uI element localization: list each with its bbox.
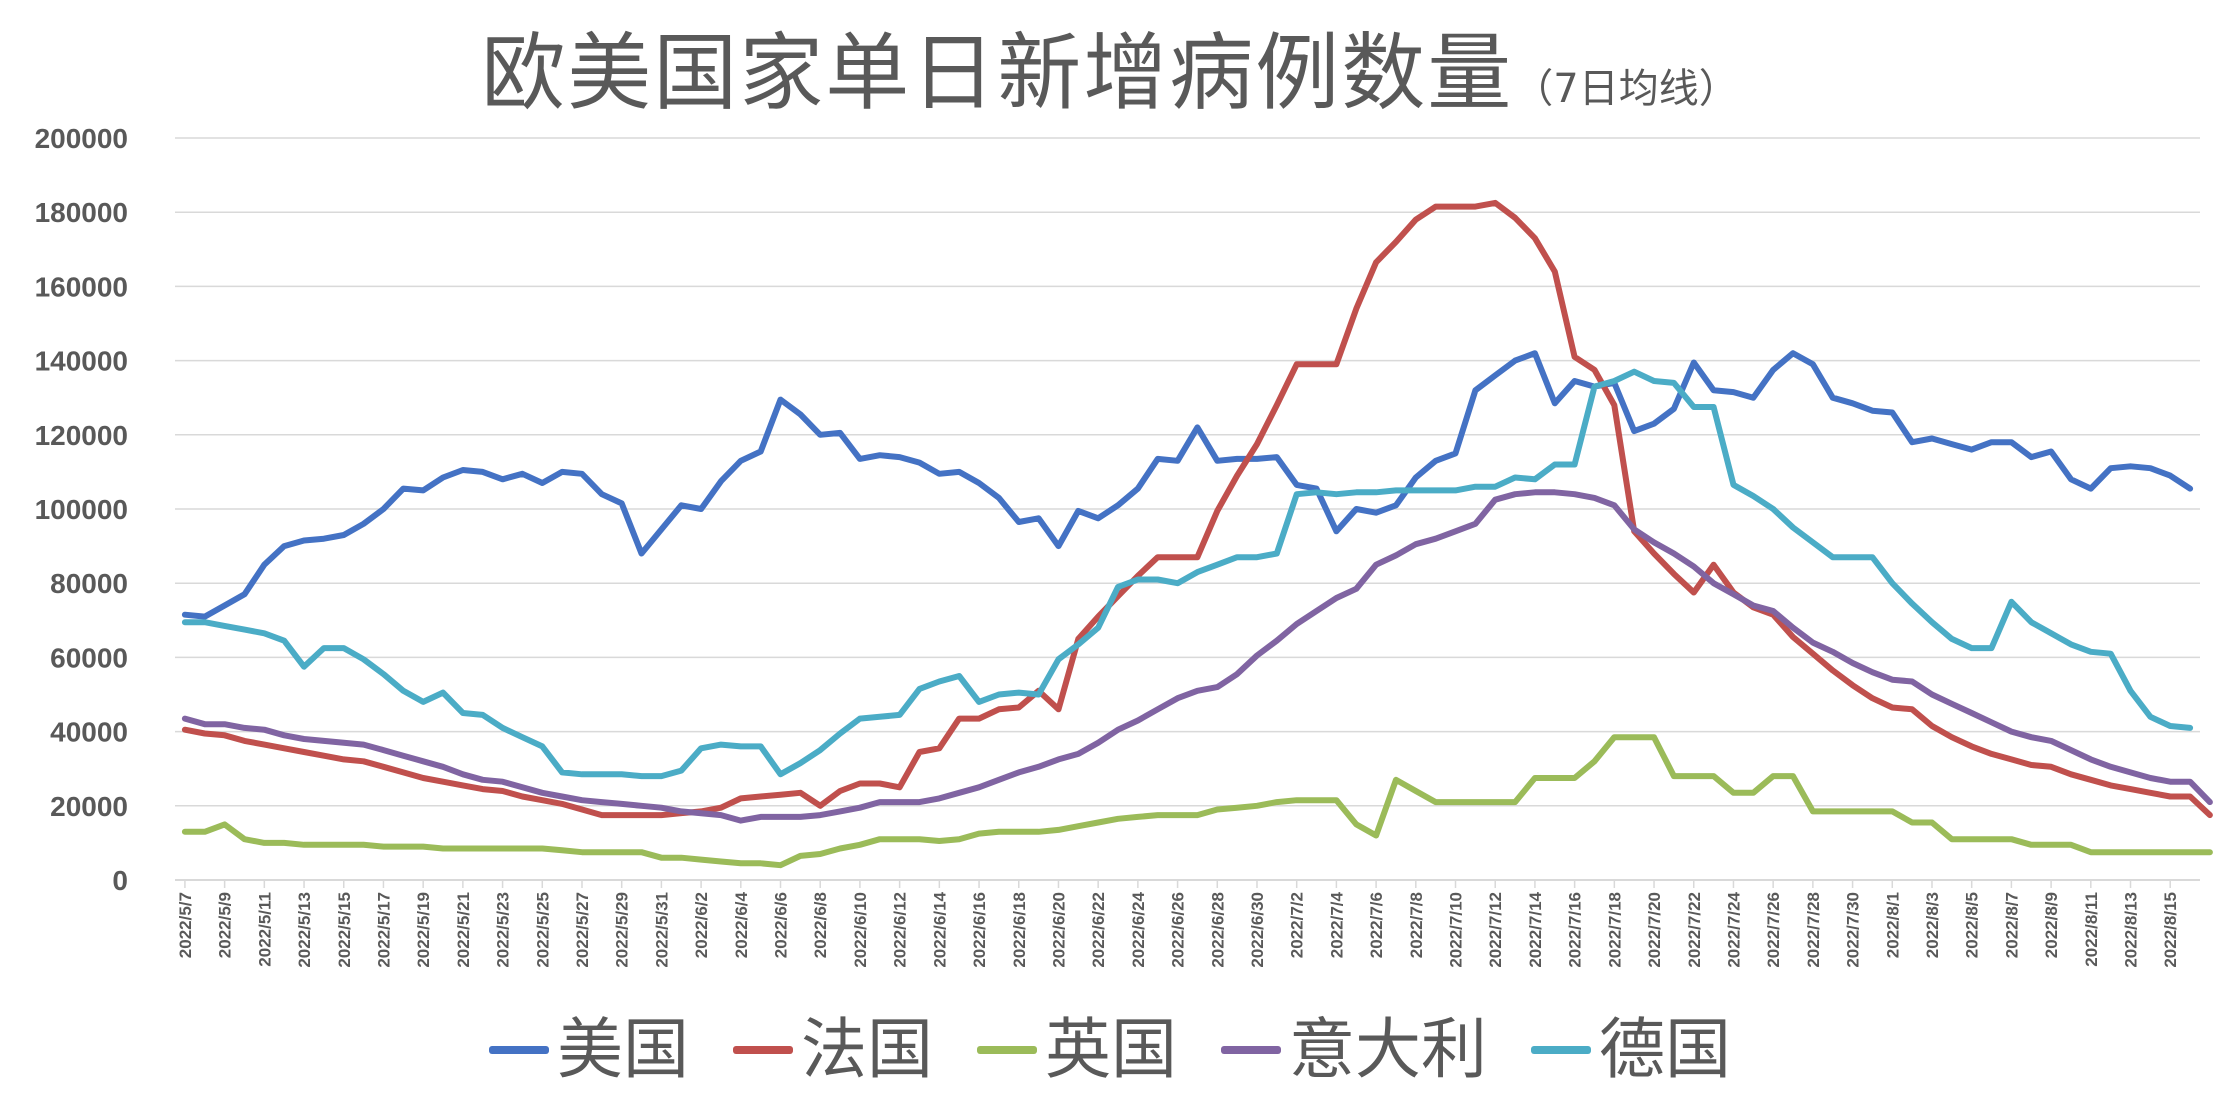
x-tick-label: 2022/7/30 bbox=[1844, 892, 1863, 968]
x-tick-label: 2022/6/24 bbox=[1129, 891, 1148, 967]
x-tick-label: 2022/5/7 bbox=[176, 892, 195, 958]
x-tick-label: 2022/7/24 bbox=[1724, 891, 1743, 967]
x-tick-label: 2022/5/15 bbox=[335, 892, 354, 968]
x-tick-label: 2022/6/12 bbox=[891, 892, 910, 968]
y-tick-label: 160000 bbox=[35, 271, 128, 302]
x-tick-label: 2022/6/26 bbox=[1169, 892, 1188, 968]
x-tick-label: 2022/6/4 bbox=[732, 891, 751, 958]
x-tick-label: 2022/6/18 bbox=[1010, 892, 1029, 968]
x-tick-label: 2022/7/16 bbox=[1566, 892, 1585, 968]
legend-swatch bbox=[489, 1046, 549, 1054]
x-tick-label: 2022/7/12 bbox=[1486, 892, 1505, 968]
legend-swatch bbox=[1531, 1046, 1591, 1054]
x-tick-label: 2022/5/25 bbox=[533, 892, 552, 968]
chart-legend: 美国 法国 英国 意大利 德国 bbox=[0, 1010, 2220, 1090]
legend-label: 英国 bbox=[1045, 1011, 1177, 1088]
x-tick-label: 2022/7/28 bbox=[1804, 892, 1823, 968]
y-tick-label: 60000 bbox=[50, 642, 128, 673]
chart-title: 欧美国家单日新增病例数量 bbox=[481, 24, 1514, 122]
y-tick-label: 80000 bbox=[50, 568, 128, 599]
legend-label: 意大利 bbox=[1289, 1011, 1487, 1088]
y-tick-label: 120000 bbox=[35, 420, 128, 451]
series-line bbox=[181, 199, 2213, 819]
x-tick-label: 2022/6/10 bbox=[851, 892, 870, 968]
x-tick-label: 2022/7/8 bbox=[1407, 892, 1426, 958]
series-line bbox=[181, 734, 2213, 869]
x-tick-label: 2022/5/13 bbox=[295, 892, 314, 968]
x-tick-label: 2022/7/20 bbox=[1645, 892, 1664, 968]
y-tick-label: 20000 bbox=[50, 791, 128, 822]
x-tick-label: 2022/5/9 bbox=[216, 892, 235, 958]
legend-item: 英国 bbox=[977, 1010, 1177, 1090]
x-tick-label: 2022/6/28 bbox=[1208, 892, 1227, 968]
x-tick-label: 2022/5/23 bbox=[494, 892, 513, 968]
series-line bbox=[181, 350, 2194, 620]
x-tick-label: 2022/5/27 bbox=[573, 892, 592, 968]
x-tick-label: 2022/5/11 bbox=[255, 892, 274, 967]
x-tick-label: 2022/8/7 bbox=[2002, 892, 2021, 958]
chart-plot-svg: 0 20000 40000 60000 80000 100000 120000 140000 1… bbox=[35, 123, 2213, 968]
y-tick-label: 100000 bbox=[35, 494, 128, 525]
x-tick-label: 2022/8/9 bbox=[2042, 892, 2061, 958]
chart-title-block: 欧美国家单日新增病例数量（7日均线） bbox=[0, 6, 2220, 127]
x-tick-label: 2022/7/26 bbox=[1764, 892, 1783, 968]
x-tick-label: 2022/6/30 bbox=[1248, 892, 1267, 968]
chart-subtitle: （7日均线） bbox=[1513, 66, 1739, 112]
legend-swatch bbox=[977, 1046, 1037, 1054]
legend-item: 德国 bbox=[1531, 1010, 1731, 1090]
legend-item: 意大利 bbox=[1221, 1010, 1487, 1090]
y-tick-label: 180000 bbox=[35, 197, 128, 228]
series-line bbox=[181, 368, 2194, 780]
x-tick-label: 2022/5/17 bbox=[374, 892, 393, 968]
x-tick-label: 2022/8/13 bbox=[2122, 892, 2141, 968]
x-tick-label: 2022/5/29 bbox=[613, 892, 632, 968]
x-tick-label: 2022/6/2 bbox=[692, 892, 711, 958]
y-gridlines bbox=[175, 137, 2200, 807]
legend-swatch bbox=[733, 1046, 793, 1054]
y-tick-label: 140000 bbox=[35, 346, 128, 377]
x-tick-label: 2022/8/3 bbox=[1923, 892, 1942, 958]
x-tick-label: 2022/7/22 bbox=[1685, 892, 1704, 968]
x-tick-label: 2022/7/6 bbox=[1367, 892, 1386, 958]
y-axis-ticks: 0 20000 40000 60000 80000 100000 120000 140000 1… bbox=[35, 123, 128, 896]
x-tick-label: 2022/6/20 bbox=[1049, 892, 1068, 968]
legend-label: 美国 bbox=[557, 1011, 689, 1088]
legend-swatch bbox=[1221, 1046, 1281, 1054]
y-tick-label: 200000 bbox=[35, 123, 128, 154]
x-tick-label: 2022/6/22 bbox=[1089, 892, 1108, 968]
x-tick-label: 2022/6/8 bbox=[811, 892, 830, 958]
y-tick-label: 0 bbox=[112, 865, 128, 896]
x-tick-label: 2022/6/16 bbox=[970, 892, 989, 968]
x-tick-label: 2022/7/2 bbox=[1288, 892, 1307, 958]
x-tick-label: 2022/7/4 bbox=[1327, 891, 1346, 958]
y-tick-label: 40000 bbox=[50, 717, 128, 748]
x-tick-label: 2022/5/19 bbox=[414, 892, 433, 968]
x-tick-label: 2022/6/6 bbox=[772, 892, 791, 958]
x-tick-label: 2022/8/5 bbox=[1963, 892, 1982, 958]
x-tick-label: 2022/5/21 bbox=[454, 892, 473, 968]
x-tick-label: 2022/5/31 bbox=[652, 892, 671, 968]
series-line bbox=[181, 489, 2213, 824]
x-tick-label: 2022/6/14 bbox=[930, 891, 949, 967]
x-tick-label: 2022/8/11 bbox=[2082, 892, 2101, 967]
legend-item: 美国 bbox=[489, 1010, 689, 1090]
x-axis-ticks: 2022/5/7 2022/5/9 2022/5/11 2022/5/13 2022/5… bbox=[176, 880, 2180, 968]
x-tick-label: 2022/7/14 bbox=[1526, 891, 1545, 967]
x-tick-label: 2022/8/15 bbox=[2161, 892, 2180, 968]
x-tick-label: 2022/7/10 bbox=[1447, 892, 1466, 968]
x-tick-label: 2022/8/1 bbox=[1883, 892, 1902, 958]
legend-label: 法国 bbox=[801, 1011, 933, 1088]
x-tick-label: 2022/7/18 bbox=[1605, 892, 1624, 968]
legend-item: 法国 bbox=[733, 1010, 933, 1090]
legend-label: 德国 bbox=[1599, 1011, 1731, 1088]
